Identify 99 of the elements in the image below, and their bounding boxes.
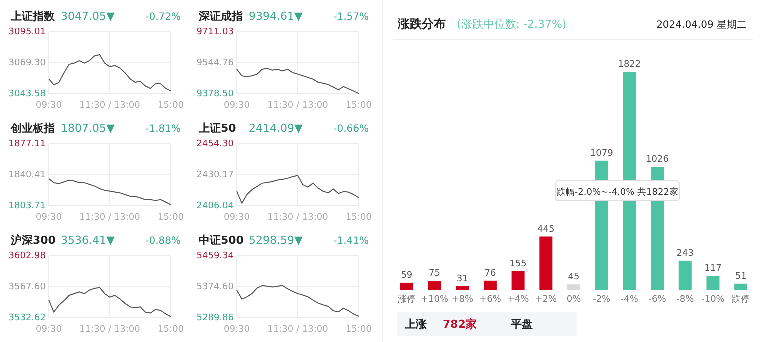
y-tick-label: 9711.03 [196, 27, 234, 38]
chart-subtitle: 2414.09▼ [249, 122, 304, 135]
bar [678, 260, 692, 290]
x-tick-label: +4% [507, 295, 530, 305]
y-tick-label: 1877.11 [8, 139, 46, 150]
data-label: 1026 [646, 155, 670, 166]
bar [400, 282, 414, 290]
chart-subtitle: (涨跌中位数: -2.37%) [457, 18, 567, 31]
x-tick-label: -2% [593, 295, 612, 305]
x-tick-label: +2% [535, 295, 558, 305]
chart-subtitle: 3536.41▼ [61, 234, 116, 247]
chart-subtitle: 9394.61▼ [249, 10, 304, 23]
x-tick-label: 0% [566, 295, 582, 305]
line-series [48, 54, 172, 92]
y-tick-label: 5459.34 [196, 251, 234, 262]
text: -0.72% [146, 12, 181, 23]
text: -1.41% [334, 236, 369, 247]
x-tick-label: 11:30 / 13:00 [80, 213, 141, 223]
x-tick-label: -8% [676, 295, 695, 305]
bar [734, 284, 748, 290]
bar [540, 236, 553, 290]
y-tick-label: 2406.04 [196, 201, 234, 212]
data-label: 59 [401, 270, 413, 281]
chart-title: 涨跌分布 [397, 17, 446, 31]
chart-title: 创业板指 [10, 122, 55, 135]
x-tick-label: 09:30 [36, 325, 62, 335]
text: 782家 [443, 318, 477, 331]
text: 2024.04.09 星期二 [656, 19, 747, 31]
x-tick-label: 11:30 / 13:00 [268, 325, 329, 335]
text: 平盘 [510, 318, 533, 331]
x-tick-label: 15:00 [346, 101, 372, 111]
y-tick-label: 5374.60 [196, 282, 234, 292]
text: -1.57% [334, 12, 369, 23]
chart-subtitle: 3047.05▼ [61, 10, 116, 23]
x-tick-label: 跌停 [732, 294, 750, 305]
x-tick-label: +8% [452, 295, 474, 305]
bar [484, 280, 497, 290]
x-tick-label: 09:30 [36, 101, 62, 111]
bar [568, 284, 580, 290]
y-tick-label: 9378.50 [196, 89, 234, 100]
chart-title: 沪深300 [10, 234, 56, 247]
chart-title: 中证500 [199, 234, 244, 247]
data-label: 31 [456, 274, 468, 284]
data-label: 76 [484, 268, 496, 279]
x-tick-label: 15:00 [158, 101, 184, 111]
x-tick-label: 11:30 / 13:00 [80, 325, 141, 335]
chart-title: 上证50 [198, 122, 237, 135]
bar [706, 276, 720, 290]
data-label: 45 [568, 272, 580, 283]
x-tick-label: 11:30 / 13:00 [80, 101, 141, 111]
x-tick-label: 11:30 / 13:00 [268, 213, 329, 223]
y-tick-label: 2430.17 [196, 170, 234, 180]
x-tick-label: -6% [648, 295, 667, 305]
text: -0.88% [146, 236, 181, 247]
x-tick-label: 09:30 [224, 101, 250, 111]
x-tick-label: 09:30 [36, 213, 62, 223]
x-tick-label: -10% [702, 295, 726, 305]
text: 上涨 [404, 318, 428, 331]
x-tick-label: 15:00 [346, 213, 372, 223]
annotation: 跌幅-2.0%~-4.0% 共1822家 [556, 187, 678, 198]
x-tick-label: +10% [420, 295, 449, 305]
chart-title: 上证指数 [10, 10, 56, 23]
x-tick-label: 涨停 [398, 294, 416, 305]
data-label: 1822 [618, 60, 642, 70]
y-tick-label: 3043.58 [8, 89, 46, 100]
y-tick-label: 9544.76 [196, 58, 234, 68]
text: -0.66% [334, 124, 369, 135]
x-tick-label: 11:30 / 13:00 [268, 101, 329, 111]
data-label: 75 [429, 269, 440, 280]
data-label: 1079 [590, 148, 614, 159]
y-tick-label: 3095.01 [8, 27, 46, 38]
data-label: 155 [510, 259, 527, 270]
x-tick-label: 09:30 [224, 325, 250, 335]
y-tick-label: 2454.30 [196, 139, 234, 150]
data-label: 445 [538, 224, 555, 235]
data-label: 51 [735, 272, 747, 282]
data-label: 117 [704, 264, 722, 274]
y-tick-label: 3532.62 [8, 313, 46, 324]
y-tick-label: 3069.30 [8, 58, 46, 68]
y-tick-label: 1803.71 [8, 201, 46, 212]
bar [456, 286, 470, 290]
y-tick-label: 3567.60 [8, 282, 46, 293]
x-tick-label: 15:00 [346, 325, 372, 335]
line-series [236, 175, 360, 204]
text: -1.81% [146, 124, 181, 135]
chart-subtitle: 5298.59▼ [249, 234, 304, 247]
chart-subtitle: 1807.05▼ [61, 122, 116, 135]
y-tick-label: 5289.86 [196, 313, 234, 324]
bar [512, 271, 525, 290]
y-tick-label: 1840.41 [8, 170, 46, 180]
y-tick-label: 3602.98 [8, 251, 46, 262]
x-tick-label: 15:00 [158, 213, 184, 223]
chart-title: 深证成指 [198, 10, 243, 23]
x-tick-label: -4% [620, 295, 639, 305]
bar [428, 281, 442, 290]
x-tick-label: 09:30 [224, 213, 250, 223]
data-label: 243 [676, 248, 694, 259]
x-tick-label: +6% [480, 295, 502, 305]
x-tick-label: 15:00 [158, 325, 184, 335]
